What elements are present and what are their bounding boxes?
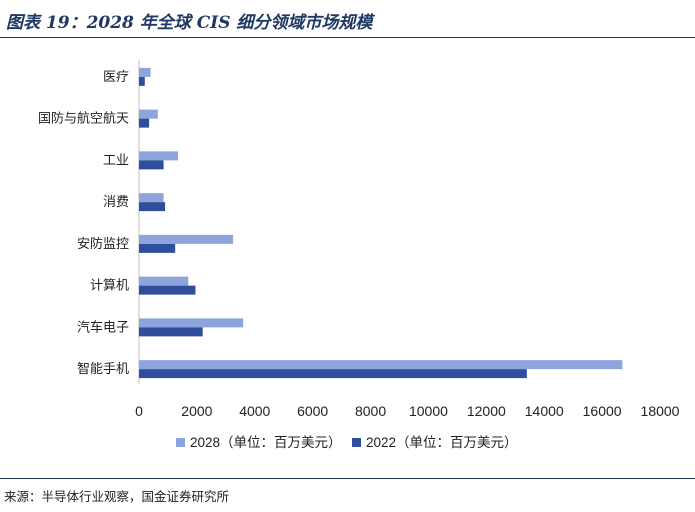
- legend-label: 2022（单位：百万美元）: [366, 435, 518, 450]
- x-tick-label: 14000: [525, 403, 564, 419]
- x-tick-label: 6000: [297, 403, 328, 419]
- category-label: 安防监控: [77, 236, 129, 252]
- category-label: 医疗: [103, 70, 129, 85]
- bar-2022: [139, 327, 203, 337]
- title-bar: 图表 19：2028 年全球 CIS 细分领域市场规模: [0, 0, 695, 36]
- bar-2028: [139, 234, 234, 244]
- bar-2028: [139, 109, 158, 119]
- legend-label: 2028（单位：百万美元）: [190, 435, 342, 450]
- bar-2022: [139, 285, 196, 295]
- bar-2022: [139, 202, 166, 212]
- bar-2028: [139, 193, 164, 203]
- bar-2028: [139, 67, 151, 77]
- footer-divider: [0, 478, 695, 479]
- legend-swatch: [352, 438, 361, 447]
- bars-group: [139, 67, 623, 379]
- category-label: 国防与航空航天: [38, 111, 129, 127]
- category-label: 汽车电子: [77, 319, 129, 335]
- bar-2022: [139, 243, 176, 253]
- bar-2022: [139, 369, 527, 379]
- x-tick-label: 0: [135, 403, 143, 419]
- source-note: 来源：半导体行业观察，国金证券研究所: [4, 489, 230, 504]
- x-tick-label: 10000: [409, 403, 448, 419]
- category-label: 智能手机: [77, 362, 129, 377]
- legend: 2028（单位：百万美元） 2022（单位：百万美元）: [176, 435, 518, 450]
- x-tick-label: 4000: [239, 403, 270, 419]
- bar-2028: [139, 151, 179, 161]
- category-label: 工业: [103, 153, 129, 168]
- x-tick-label: 2000: [181, 403, 212, 419]
- bar-2022: [139, 118, 150, 128]
- x-tick-label: 8000: [355, 403, 386, 419]
- figure-title: 图表 19：2028 年全球 CIS 细分领域市场规模: [6, 13, 373, 33]
- x-tick-label: 18000: [641, 403, 680, 419]
- bar-2028: [139, 276, 189, 286]
- category-label: 消费: [103, 195, 129, 210]
- x-tick-labels: 0 2000 4000 6000 8000 10000 12000 14000 16000 180…: [135, 403, 680, 419]
- bar-2022: [139, 160, 164, 170]
- bar-2028: [139, 360, 623, 370]
- bar-2028: [139, 318, 244, 328]
- x-tick-label: 16000: [583, 403, 622, 419]
- title-divider: [0, 37, 695, 38]
- x-tick-label: 12000: [467, 403, 506, 419]
- legend-swatch: [176, 438, 185, 447]
- bar-2022: [139, 76, 145, 86]
- category-label: 计算机: [90, 279, 129, 294]
